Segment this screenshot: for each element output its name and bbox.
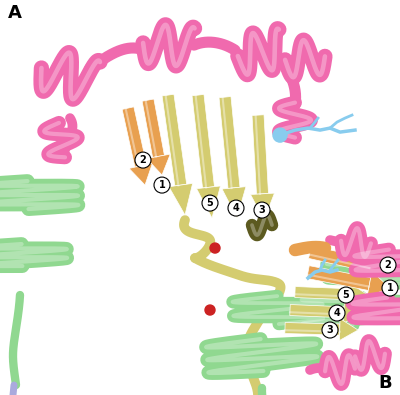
Polygon shape bbox=[147, 154, 170, 175]
Polygon shape bbox=[122, 107, 147, 167]
Polygon shape bbox=[308, 246, 372, 272]
Text: A: A bbox=[8, 4, 22, 22]
Circle shape bbox=[202, 195, 218, 211]
Circle shape bbox=[135, 152, 151, 168]
Circle shape bbox=[329, 305, 345, 321]
Polygon shape bbox=[222, 187, 246, 218]
Text: 4: 4 bbox=[334, 308, 340, 318]
Circle shape bbox=[205, 305, 215, 315]
Polygon shape bbox=[162, 94, 187, 186]
Text: 2: 2 bbox=[140, 155, 146, 165]
Polygon shape bbox=[196, 186, 220, 218]
Text: 2: 2 bbox=[385, 260, 391, 270]
Polygon shape bbox=[344, 301, 362, 323]
Text: 1: 1 bbox=[387, 283, 393, 293]
Polygon shape bbox=[340, 318, 358, 340]
Circle shape bbox=[380, 257, 396, 273]
Polygon shape bbox=[252, 115, 268, 194]
Polygon shape bbox=[192, 94, 214, 188]
Polygon shape bbox=[250, 193, 274, 220]
Circle shape bbox=[154, 177, 170, 193]
Polygon shape bbox=[367, 271, 390, 297]
Text: 3: 3 bbox=[259, 205, 265, 215]
Text: B: B bbox=[378, 374, 392, 392]
Polygon shape bbox=[285, 323, 340, 335]
Text: 5: 5 bbox=[343, 290, 349, 300]
Circle shape bbox=[382, 280, 398, 296]
Polygon shape bbox=[295, 286, 350, 300]
Text: 3: 3 bbox=[327, 325, 333, 335]
Polygon shape bbox=[367, 253, 390, 278]
Text: 1: 1 bbox=[159, 180, 165, 190]
Circle shape bbox=[210, 243, 220, 253]
Circle shape bbox=[322, 322, 338, 338]
Polygon shape bbox=[349, 283, 368, 305]
Text: 5: 5 bbox=[207, 198, 213, 208]
Text: 4: 4 bbox=[233, 203, 239, 213]
Circle shape bbox=[338, 287, 354, 303]
Circle shape bbox=[254, 202, 270, 218]
Polygon shape bbox=[219, 96, 240, 188]
Polygon shape bbox=[142, 99, 164, 158]
Circle shape bbox=[273, 128, 287, 142]
Polygon shape bbox=[129, 163, 152, 185]
Circle shape bbox=[228, 200, 244, 216]
Polygon shape bbox=[290, 305, 344, 318]
Polygon shape bbox=[307, 266, 371, 290]
Polygon shape bbox=[169, 183, 193, 215]
